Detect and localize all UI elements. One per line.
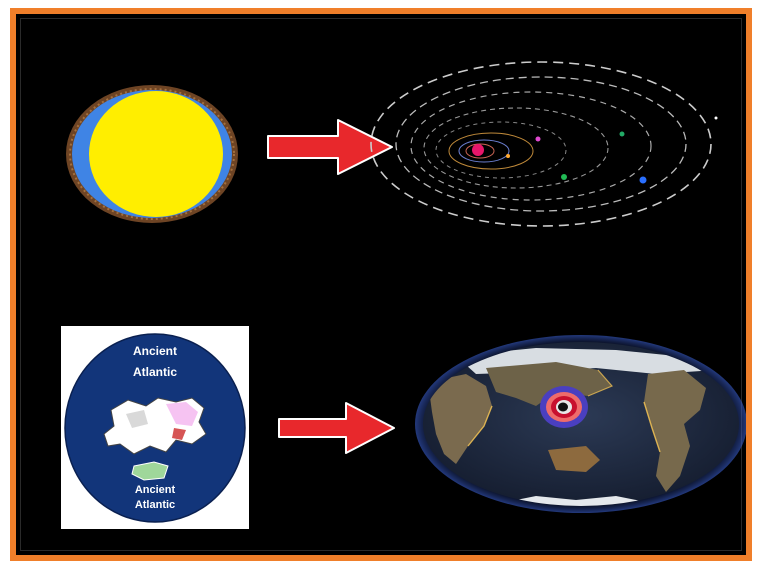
- earth-world-map-icon: [415, 335, 746, 513]
- top-arrow-icon: [267, 119, 393, 175]
- map-bottom-label-line2: Atlantic: [135, 499, 175, 511]
- bottom-arrow-icon: [278, 402, 395, 454]
- ancient-atlantic-map-icon: [61, 326, 249, 529]
- map-bottom-label-line1: Ancient: [135, 484, 176, 496]
- image-frame: Ancient Atlantic Ancient Atlantic: [10, 8, 752, 561]
- map-top-label-line1: Ancient: [133, 344, 177, 358]
- solar-system-orbits-icon: [370, 61, 718, 227]
- scene-canvas: Ancient Atlantic Ancient Atlantic: [61, 61, 746, 529]
- impact-rings-icon: [540, 386, 588, 428]
- sun-with-layers-icon: [66, 85, 238, 223]
- map-top-label-line2: Atlantic: [133, 365, 177, 379]
